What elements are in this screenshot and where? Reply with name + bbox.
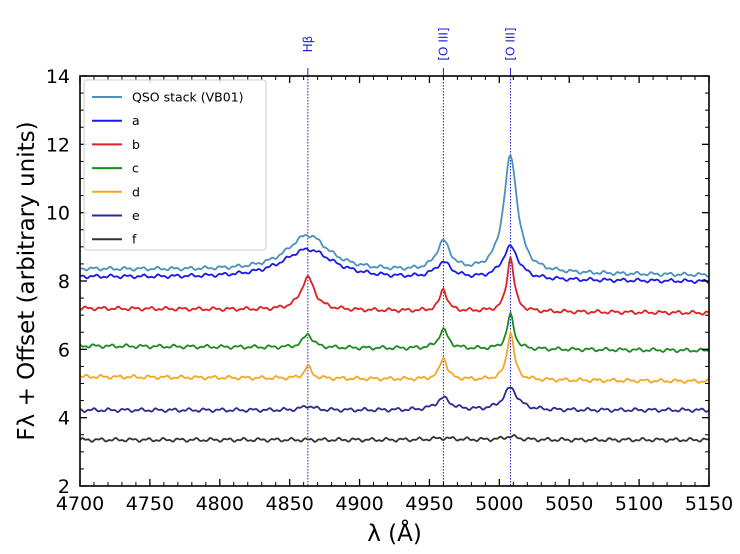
x-tick-label: 4700 xyxy=(56,493,104,515)
x-axis-label: λ (Å) xyxy=(367,519,422,547)
y-tick-label: 2 xyxy=(58,476,70,498)
legend-label: QSO stack (VB01) xyxy=(132,90,244,105)
y-tick-label: 8 xyxy=(58,271,70,293)
y-tick-label: 6 xyxy=(58,339,70,361)
x-tick-label: 4950 xyxy=(405,493,453,515)
emission-line-label: Hβ xyxy=(301,36,315,53)
legend-label: d xyxy=(132,184,140,199)
x-tick-label: 4900 xyxy=(335,493,383,515)
legend-label: c xyxy=(132,161,139,176)
y-tick-label: 4 xyxy=(58,408,70,430)
axes-layer: 4700 4750 4800 4850 4900 4950 5000 5050 5100 5150… xyxy=(46,66,733,515)
legend-label: b xyxy=(132,137,140,152)
emission-line-label: [O III] xyxy=(504,27,518,60)
series-line-3 xyxy=(79,256,710,316)
x-tick-label: 5050 xyxy=(545,493,593,515)
x-tick-label: 4850 xyxy=(265,493,313,515)
emission-line-label: [O III] xyxy=(436,27,450,60)
legend-label: a xyxy=(132,113,140,128)
series-line-5 xyxy=(79,329,710,384)
y-axis-label: Fλ + Offset (arbitrary units) xyxy=(14,121,40,440)
series-line-4 xyxy=(79,310,710,354)
x-tick-label: 4750 xyxy=(126,493,174,515)
series-line-2 xyxy=(79,244,710,285)
series-line-7 xyxy=(79,434,710,443)
x-tick-label: 5100 xyxy=(615,493,663,515)
legend-box xyxy=(83,79,267,251)
series-line-6 xyxy=(79,386,710,414)
x-tick-label: 5000 xyxy=(475,493,523,515)
legend-label: e xyxy=(132,208,140,223)
x-tick-label: 5150 xyxy=(685,493,733,515)
y-tick-label: 14 xyxy=(46,66,70,88)
y-tick-label: 12 xyxy=(46,134,70,156)
y-tick-label: 10 xyxy=(46,203,70,225)
series-line-1 xyxy=(79,153,710,278)
legend-label: f xyxy=(132,232,137,247)
x-tick-label: 4800 xyxy=(196,493,244,515)
annotation-layer: Hβ [O III] [O III] xyxy=(301,27,518,486)
series-layer xyxy=(79,153,710,443)
